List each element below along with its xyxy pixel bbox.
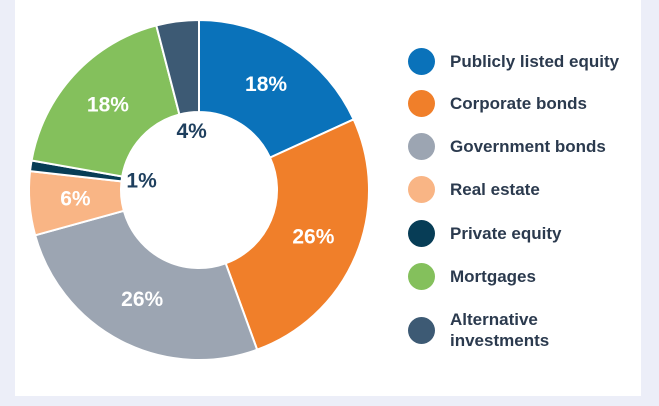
slice	[224, 118, 370, 352]
legend-swatch	[408, 133, 435, 160]
legend-swatch	[408, 316, 435, 344]
slice	[30, 24, 181, 178]
legend-label: Government bonds	[450, 137, 606, 156]
slice	[155, 18, 200, 116]
legend-item: Alternative investments	[408, 309, 570, 351]
legend-swatch	[408, 176, 435, 203]
legend-label: Mortgages	[450, 267, 536, 286]
legend-swatch	[408, 220, 435, 247]
legend-item: Mortgages	[408, 263, 630, 290]
slice	[198, 18, 355, 159]
legend-item: Government bonds	[408, 133, 630, 160]
legend-item: Publicly listed equity	[408, 48, 630, 75]
legend-item: Private equity	[408, 220, 630, 247]
data-label: 18%	[245, 73, 287, 96]
legend-swatch	[408, 48, 435, 75]
legend-label: Alternative investments	[450, 310, 550, 350]
data-label: 26%	[292, 225, 334, 248]
data-label: 18%	[87, 93, 129, 116]
data-label: 1%	[126, 169, 157, 192]
data-label: 6%	[60, 187, 91, 210]
legend-swatch	[408, 90, 435, 117]
data-label: 26%	[121, 288, 163, 311]
legend-swatch	[408, 263, 435, 290]
slice	[33, 209, 259, 361]
legend-label: Corporate bonds	[450, 94, 587, 113]
legend: Publicly listed equity Corporate bonds Gov…	[408, 0, 648, 396]
legend-item: Corporate bonds	[408, 90, 630, 117]
legend-label: Private equity	[450, 224, 562, 243]
data-label: 4%	[176, 120, 207, 143]
legend-item: Real estate	[408, 176, 630, 203]
legend-label: Real estate	[450, 180, 540, 199]
legend-label: Publicly listed equity	[450, 52, 620, 71]
